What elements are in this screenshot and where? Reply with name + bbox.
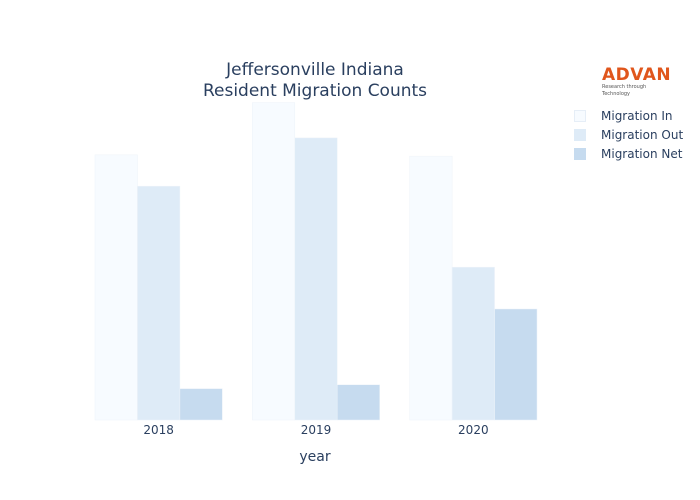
x-tick-label-2020: 2020 xyxy=(458,423,489,437)
x-ticks-layer: 2018 2019 2020 xyxy=(143,423,488,437)
legend-item-migration-in[interactable]: Migration In xyxy=(574,106,683,125)
x-tick-label-2018: 2018 xyxy=(143,423,174,437)
logo-tagline: Research through Technology xyxy=(602,84,647,97)
x-tick-label-2019: 2019 xyxy=(301,423,332,437)
legend-label-migration-in: Migration In xyxy=(601,108,673,123)
legend-item-migration-out[interactable]: Migration Out xyxy=(574,125,683,144)
legend-label-migration-net: Migration Net xyxy=(601,146,683,161)
bar-migration-out-2020[interactable] xyxy=(451,266,495,421)
chart-legend: Migration In Migration Out Migration Net xyxy=(574,106,683,163)
legend-swatch-migration-net xyxy=(574,147,586,160)
bars-layer xyxy=(94,102,538,421)
bar-migration-in-2020[interactable] xyxy=(409,155,453,421)
bar-migration-net-2019[interactable] xyxy=(336,384,380,421)
advan-logo: ADVAN Research through Technology xyxy=(602,66,672,98)
legend-swatch-migration-out xyxy=(574,128,586,141)
bar-migration-in-2019[interactable] xyxy=(252,102,296,421)
chart-title-line-1: Jeffersonville Indiana xyxy=(226,60,404,80)
logo-wordmark: ADVAN xyxy=(602,65,672,85)
bar-migration-in-2018[interactable] xyxy=(94,154,138,421)
bar-migration-net-2018[interactable] xyxy=(179,388,223,421)
x-axis-title: year xyxy=(299,449,330,465)
legend-item-migration-net[interactable]: Migration Net xyxy=(574,144,683,163)
legend-label-migration-out: Migration Out xyxy=(601,127,684,142)
bar-migration-net-2020[interactable] xyxy=(494,308,538,421)
chart-title-line-2: Resident Migration Counts xyxy=(202,81,428,101)
bar-migration-out-2018[interactable] xyxy=(137,185,181,421)
legend-swatch-migration-in xyxy=(574,109,586,122)
bar-migration-out-2019[interactable] xyxy=(294,137,338,421)
